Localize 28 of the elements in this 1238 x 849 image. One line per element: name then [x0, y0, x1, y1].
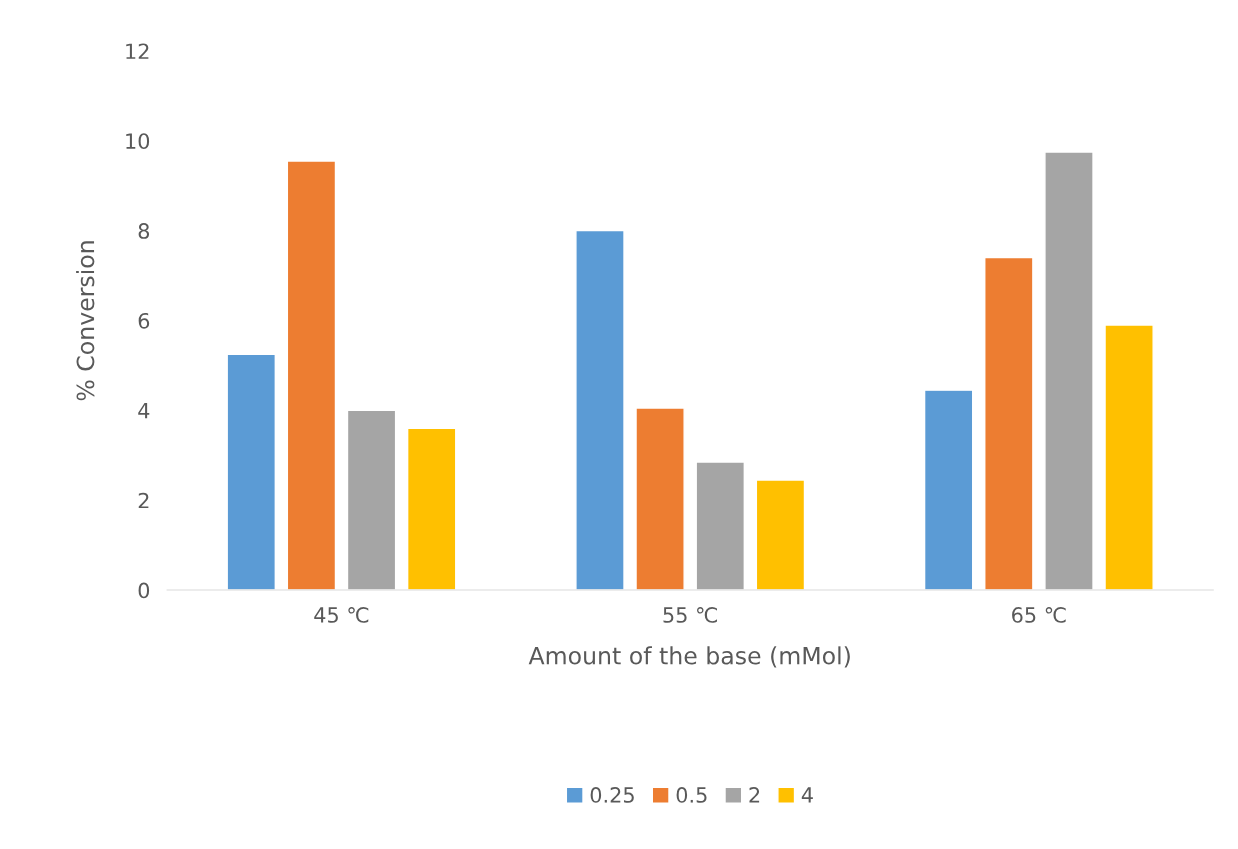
x-axis-title: Amount of the base (mMol) — [528, 646, 850, 668]
x-tick-label: 55 ℃ — [663, 607, 717, 623]
bar — [755, 479, 806, 591]
legend-label: 2 — [749, 787, 760, 803]
bar — [226, 353, 277, 591]
bar — [984, 256, 1034, 591]
bar — [406, 427, 457, 591]
y-tick-label: 4 — [138, 403, 150, 419]
y-tick-label: 12 — [126, 43, 149, 59]
y-tick-label: 10 — [126, 133, 150, 149]
bar — [1104, 324, 1154, 591]
legend-label: 4 — [801, 787, 813, 803]
x-tick-label: 45 ℃ — [314, 607, 369, 623]
y-tick-label: 0 — [138, 582, 150, 599]
legend-label: 0.25 — [590, 787, 634, 803]
bar — [346, 409, 397, 591]
bar — [286, 160, 337, 591]
y-tick-label: 8 — [138, 223, 150, 239]
bar — [1044, 151, 1094, 591]
x-tick-label: 65 ℃ — [1012, 607, 1066, 623]
bar — [923, 389, 974, 591]
y-axis-title: % Conversion — [76, 241, 95, 401]
y-tick-label: 6 — [138, 312, 150, 329]
bar — [635, 407, 685, 591]
legend-label: 0.5 — [676, 787, 707, 803]
y-tick-label: 2 — [138, 492, 149, 509]
bar — [695, 461, 746, 591]
bar — [575, 229, 625, 591]
